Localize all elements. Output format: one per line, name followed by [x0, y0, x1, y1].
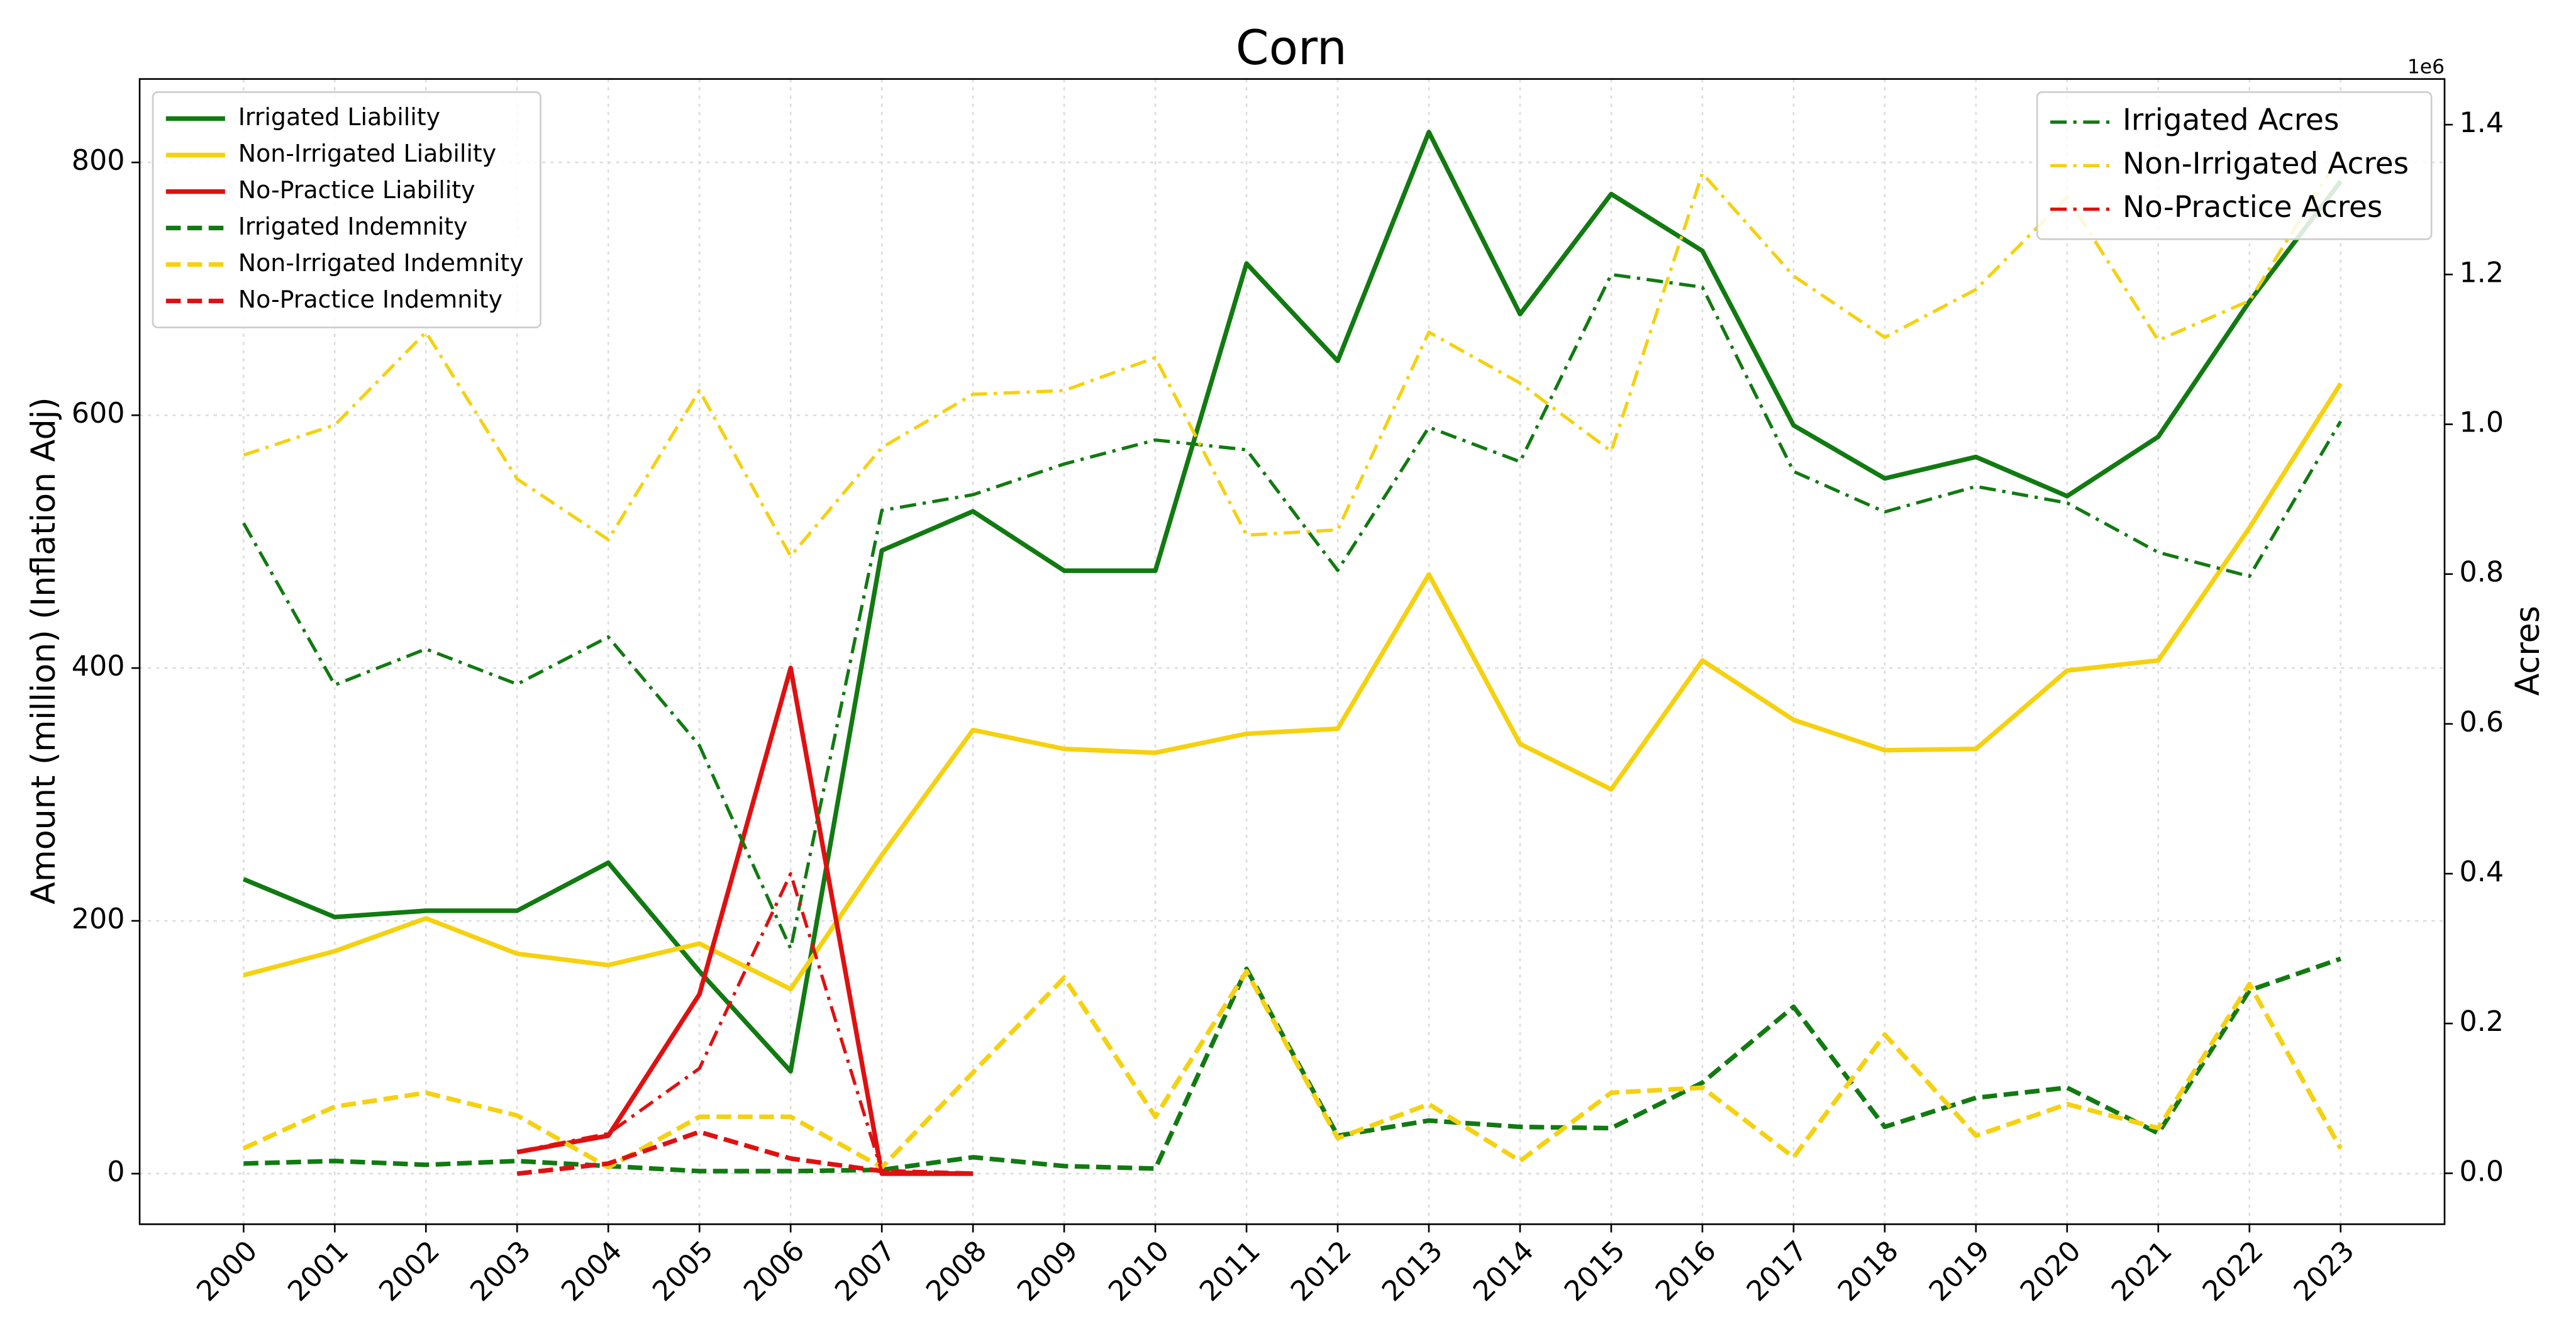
- series-line: [243, 153, 2342, 558]
- y-tick-label: 600: [72, 398, 125, 430]
- legend-label: Non-Irrigated Liability: [238, 140, 496, 167]
- series-line: [242, 130, 2343, 1074]
- series-line: [243, 382, 2343, 992]
- legend-box: [152, 91, 541, 328]
- chart-title: Corn: [1236, 20, 1347, 75]
- legend-label: Non-Irrigated Indemnity: [238, 249, 524, 277]
- legend-label: No-Practice Indemnity: [238, 286, 502, 313]
- series-line: [242, 272, 2342, 950]
- y2-tick-label: 0.8: [2460, 557, 2504, 589]
- y2-tick-label: 1.0: [2460, 407, 2504, 439]
- y2-tick-label: 1.2: [2460, 257, 2504, 289]
- legend-label: No-Practice Liability: [238, 176, 475, 204]
- y2-tick-label: 0.2: [2460, 1006, 2504, 1038]
- series-line: [516, 872, 974, 1175]
- y2-tick-label: 1.4: [2460, 107, 2504, 139]
- legend-label: Irrigated Indemnity: [238, 213, 468, 240]
- y2-axis-label: Acres: [2509, 606, 2547, 696]
- y2-tick-label: 0.6: [2460, 706, 2504, 738]
- y-tick-label: 800: [72, 145, 125, 177]
- legend-label: Irrigated Liability: [238, 103, 440, 131]
- y2-tick-label: 0.0: [2460, 1155, 2504, 1188]
- grid: [140, 79, 2445, 1225]
- legend-label: Non-Irrigated Acres: [2123, 147, 2409, 181]
- legends: Irrigated Liability Non-Irrigated Liabili…: [152, 91, 2433, 328]
- y-tick-label: 200: [72, 903, 125, 935]
- legend-box: [2036, 91, 2433, 240]
- y-axis-label: Amount (million) (Inflation Adj): [25, 397, 63, 904]
- y2-offset-label: 1e6: [2407, 55, 2445, 78]
- y-tick-label: 400: [72, 650, 125, 682]
- series-line: [242, 969, 2343, 1170]
- legend-label: No-Practice Acres: [2123, 190, 2382, 225]
- y2-tick-label: 0.4: [2460, 856, 2504, 888]
- legend-label: Irrigated Acres: [2123, 103, 2339, 138]
- plot-lines: [242, 130, 2343, 1176]
- plot-frame: [138, 78, 2446, 1225]
- y-tick-label: 0: [107, 1156, 125, 1188]
